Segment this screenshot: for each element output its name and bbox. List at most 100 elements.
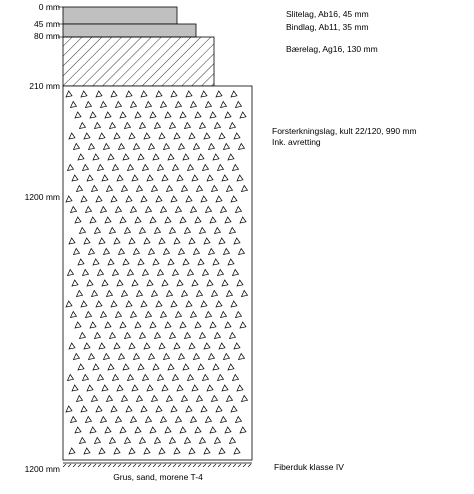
aggregate-triangle: [68, 237, 76, 245]
ground-hatch-mark: [147, 463, 152, 468]
aggregate-triangle: [218, 132, 226, 140]
forsterkningslag-triangle-pattern: [65, 90, 249, 455]
aggregate-triangle: [227, 363, 235, 371]
aggregate-triangle: [225, 289, 234, 297]
aggregate-triangle: [80, 300, 88, 308]
aggregate-triangle: [173, 342, 181, 350]
aggregate-triangle: [104, 216, 112, 224]
aggregate-triangle: [147, 142, 156, 150]
aggregate-triangle: [192, 352, 201, 360]
aggregate-triangle: [123, 121, 132, 129]
forsterkningslag-layer: [62, 85, 253, 461]
aggregate-triangle: [78, 331, 87, 339]
aggregate-triangle: [86, 384, 94, 392]
aggregate-triangle: [237, 142, 246, 150]
ground-hatch-mark: [92, 463, 97, 468]
aggregate-triangle: [104, 426, 112, 434]
aggregate-triangle: [119, 426, 127, 434]
aggregate-triangle: [137, 153, 145, 161]
aggregate-triangle: [149, 321, 157, 329]
aggregate-triangle: [177, 352, 186, 360]
aggregate-triangle: [230, 195, 238, 203]
aggregate-triangle: [153, 121, 162, 129]
aggregate-triangle: [143, 342, 151, 350]
aggregate-triangle: [96, 268, 105, 276]
aggregate-triangle: [140, 90, 148, 98]
aggregate-triangle: [185, 300, 193, 308]
aggregate-triangle: [77, 258, 85, 266]
aggregate-triangle: [137, 258, 145, 266]
aggregate-triangle: [207, 247, 216, 255]
aggregate-triangle: [188, 447, 196, 455]
aggregate-triangle: [131, 384, 139, 392]
aggregate-triangle: [123, 226, 132, 234]
ground-hatch-mark: [97, 463, 102, 468]
aggregate-triangle: [215, 195, 223, 203]
aggregate-triangle: [179, 321, 187, 329]
aggregate-triangle: [87, 142, 96, 150]
aggregate-triangle: [83, 447, 91, 455]
aggregate-triangle: [215, 300, 223, 308]
aggregate-triangle: [161, 384, 169, 392]
aggregate-triangle: [185, 405, 193, 413]
aggregate-triangle: [108, 226, 117, 234]
aggregate-triangle: [183, 121, 192, 129]
aggregate-triangle: [233, 132, 241, 140]
aggregate-triangle: [189, 100, 198, 108]
aggregate-triangle: [195, 289, 204, 297]
aggregate-triangle: [75, 184, 84, 192]
aggregate-triangle: [107, 363, 115, 371]
aggregate-triangle: [86, 279, 94, 287]
aggregate-triangle: [236, 174, 244, 182]
ground-hatch-mark: [157, 463, 162, 468]
aggregate-triangle: [185, 90, 193, 98]
aggregate-triangle: [138, 436, 147, 444]
aggregate-triangle: [104, 321, 112, 329]
depth-label-0: 0 mm: [39, 2, 60, 12]
aggregate-triangle: [204, 205, 213, 213]
aggregate-triangle: [186, 373, 195, 381]
aggregate-triangle: [159, 205, 168, 213]
ground-hatch-mark: [217, 463, 222, 468]
aggregate-triangle: [99, 100, 108, 108]
baerelag-label: Bærelag, Ag16, 130 mm: [286, 44, 378, 54]
aggregate-triangle: [168, 331, 177, 339]
aggregate-triangle: [168, 436, 177, 444]
aggregate-triangle: [117, 352, 126, 360]
aggregate-triangle: [212, 153, 220, 161]
aggregate-triangle: [65, 405, 73, 413]
depth-label-1200-bottom: 1200 mm: [25, 464, 60, 474]
aggregate-triangle: [234, 310, 243, 318]
aggregate-triangle: [158, 342, 166, 350]
aggregate-triangle: [113, 237, 121, 245]
aggregate-triangle: [93, 226, 102, 234]
aggregate-triangle: [222, 247, 231, 255]
aggregate-triangle: [207, 142, 216, 150]
aggregate-triangle: [191, 384, 199, 392]
aggregate-triangle: [89, 426, 97, 434]
aggregate-triangle: [209, 216, 217, 224]
aggregate-triangle: [129, 415, 138, 423]
aggregate-triangle: [72, 247, 81, 255]
aggregate-triangle: [66, 373, 75, 381]
aggregate-triangle: [165, 184, 174, 192]
aggregate-triangle: [180, 184, 189, 192]
aggregate-triangle: [143, 237, 151, 245]
aggregate-triangle: [128, 237, 136, 245]
aggregate-triangle: [129, 205, 138, 213]
aggregate-triangle: [96, 373, 105, 381]
aggregate-triangle: [234, 100, 243, 108]
aggregate-triangle: [224, 426, 232, 434]
aggregate-triangle: [101, 279, 109, 287]
baerelag-layer: [62, 36, 215, 87]
aggregate-triangle: [116, 174, 124, 182]
aggregate-triangle: [141, 268, 150, 276]
ground-hatch-mark: [82, 463, 87, 468]
slitelag-label: Slitelag, Ab16, 45 mm: [286, 9, 369, 19]
aggregate-triangle: [174, 415, 183, 423]
aggregate-triangle: [152, 363, 160, 371]
aggregate-triangle: [228, 226, 237, 234]
aggregate-triangle: [135, 289, 144, 297]
aggregate-triangle: [128, 447, 136, 455]
aggregate-triangle: [87, 247, 96, 255]
